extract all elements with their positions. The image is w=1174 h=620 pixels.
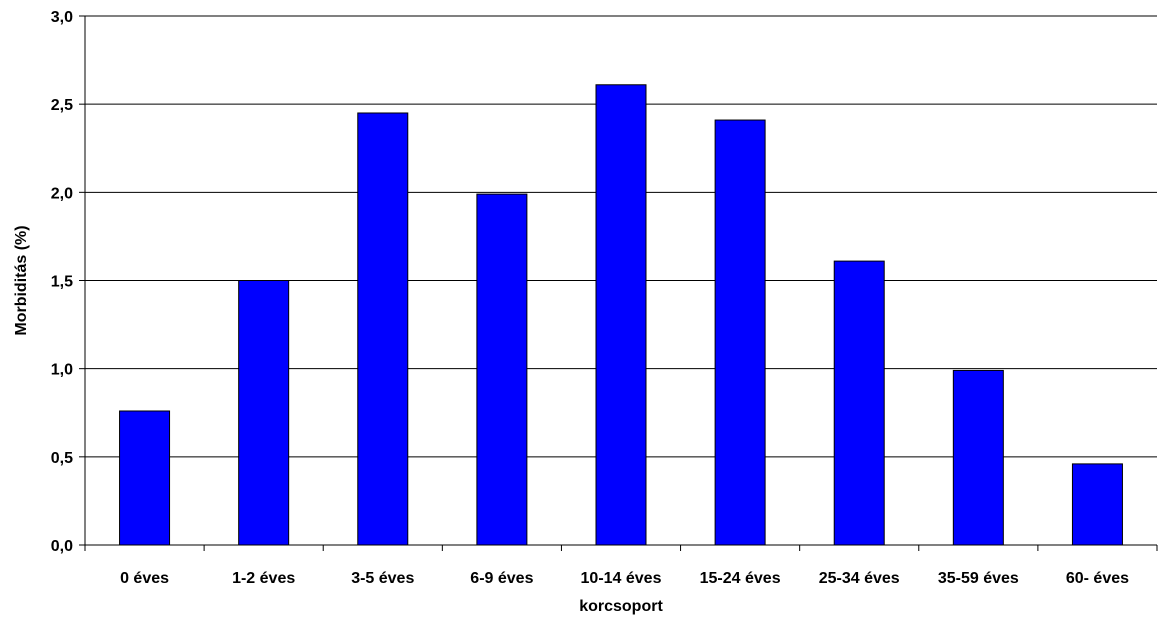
axes	[79, 15, 1158, 551]
bar	[595, 84, 647, 546]
x-tick-label: 0 éves	[120, 570, 169, 587]
y-axis-title: Morbiditás (%)	[13, 225, 30, 335]
y-tick-label: 0,5	[51, 450, 73, 467]
x-tick-label: 60- éves	[1066, 570, 1129, 587]
bar	[952, 369, 1004, 546]
y-tick-label: 1,0	[51, 362, 73, 379]
x-tick-label: 25-34 éves	[819, 570, 900, 587]
bar	[476, 193, 528, 546]
y-tick-labels: 0,0 0,5 1,0 1,5 2,0 2,5 3,0	[51, 9, 73, 555]
x-tick-label: 1-2 éves	[232, 570, 295, 587]
y-tick-label: 1,5	[51, 274, 73, 291]
y-tick-label: 0,0	[51, 538, 73, 555]
x-tick-labels: 0 éves 1-2 éves 3-5 éves 6-9 éves 10-14 éves…	[120, 570, 1129, 587]
bars	[119, 84, 1123, 546]
x-axis-title: korcsoport	[579, 598, 663, 615]
y-tick-label: 2,0	[51, 185, 73, 202]
bar	[119, 410, 171, 546]
x-tick-label: 35-59 éves	[938, 570, 1019, 587]
bar	[238, 280, 290, 546]
x-tick-label: 3-5 éves	[351, 570, 414, 587]
y-tick-label: 3,0	[51, 9, 73, 26]
x-tick-label: 10-14 éves	[581, 570, 662, 587]
bar	[714, 119, 766, 546]
x-tick-label: 15-24 éves	[700, 570, 781, 587]
x-tick-label: 6-9 éves	[470, 570, 533, 587]
bar	[357, 112, 409, 546]
y-tick-label: 2,5	[51, 97, 73, 114]
bar	[1071, 463, 1123, 546]
bar	[833, 260, 885, 546]
